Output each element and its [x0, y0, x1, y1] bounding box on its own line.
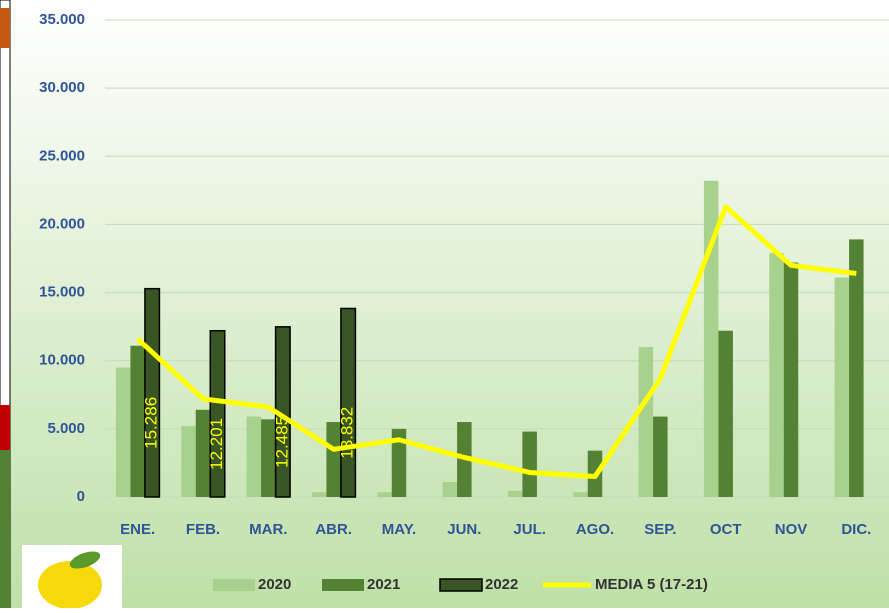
legend-label: 2022 — [485, 576, 518, 593]
x-tick-label: MAR. — [249, 521, 287, 538]
bar — [835, 278, 850, 497]
x-tick-label: DIC. — [841, 521, 871, 538]
bar — [573, 492, 588, 497]
bar — [377, 492, 392, 497]
bar — [116, 368, 130, 497]
y-tick-label: 10.000 — [39, 352, 85, 369]
y-tick-label: 0 — [77, 488, 85, 505]
bar — [210, 331, 225, 497]
data-label: 12.201 — [207, 418, 226, 470]
data-label: 12.485 — [272, 416, 291, 468]
bar — [653, 417, 668, 497]
x-tick-label: MAY. — [382, 521, 416, 538]
x-tick-label: ABR. — [315, 521, 352, 538]
x-tick-label: ENE. — [120, 521, 155, 538]
y-tick-label: 15.000 — [39, 284, 85, 301]
y-tick-label: 5.000 — [47, 420, 85, 437]
x-tick-label: NOV — [775, 521, 808, 538]
bar — [769, 253, 784, 497]
bar — [784, 263, 799, 497]
bar — [522, 432, 537, 497]
bar — [508, 491, 522, 497]
legend-swatch — [440, 579, 482, 591]
data-label: 15.286 — [142, 397, 161, 449]
bar — [145, 289, 160, 497]
bar — [849, 239, 864, 497]
data-label: 13.832 — [338, 407, 357, 459]
bar — [718, 331, 733, 497]
legend-swatch — [213, 579, 255, 591]
y-tick-label: 30.000 — [39, 79, 85, 96]
chart: 0 5.000 10.000 15.000 20.000 25.000 30.000 35.0… — [0, 0, 889, 608]
page: 0 5.000 10.000 15.000 20.000 25.000 30.000 35.0… — [0, 0, 889, 608]
bar — [181, 426, 196, 497]
lemon-icon — [22, 545, 122, 608]
y-tick-label: 35.000 — [39, 11, 85, 28]
bar — [247, 417, 261, 497]
legend-swatch — [322, 579, 364, 591]
side-strip — [0, 0, 10, 608]
background — [0, 0, 889, 608]
x-tick-label: FEB. — [186, 521, 220, 538]
x-tick-label: JUN. — [447, 521, 481, 538]
legend-label: MEDIA 5 (17-21) — [595, 576, 708, 593]
x-tick-label: SEP. — [644, 521, 676, 538]
y-tick-label: 25.000 — [39, 147, 85, 164]
legend-label: 2020 — [258, 576, 291, 593]
x-tick-label: OCT — [710, 521, 742, 538]
legend-label: 2021 — [367, 576, 400, 593]
x-tick-label: JUL. — [513, 521, 546, 538]
bar — [443, 482, 458, 497]
x-tick-label: AGO. — [576, 521, 614, 538]
bar — [341, 308, 356, 497]
y-tick-label: 20.000 — [39, 215, 85, 232]
bar — [312, 492, 327, 497]
bar — [639, 347, 654, 497]
